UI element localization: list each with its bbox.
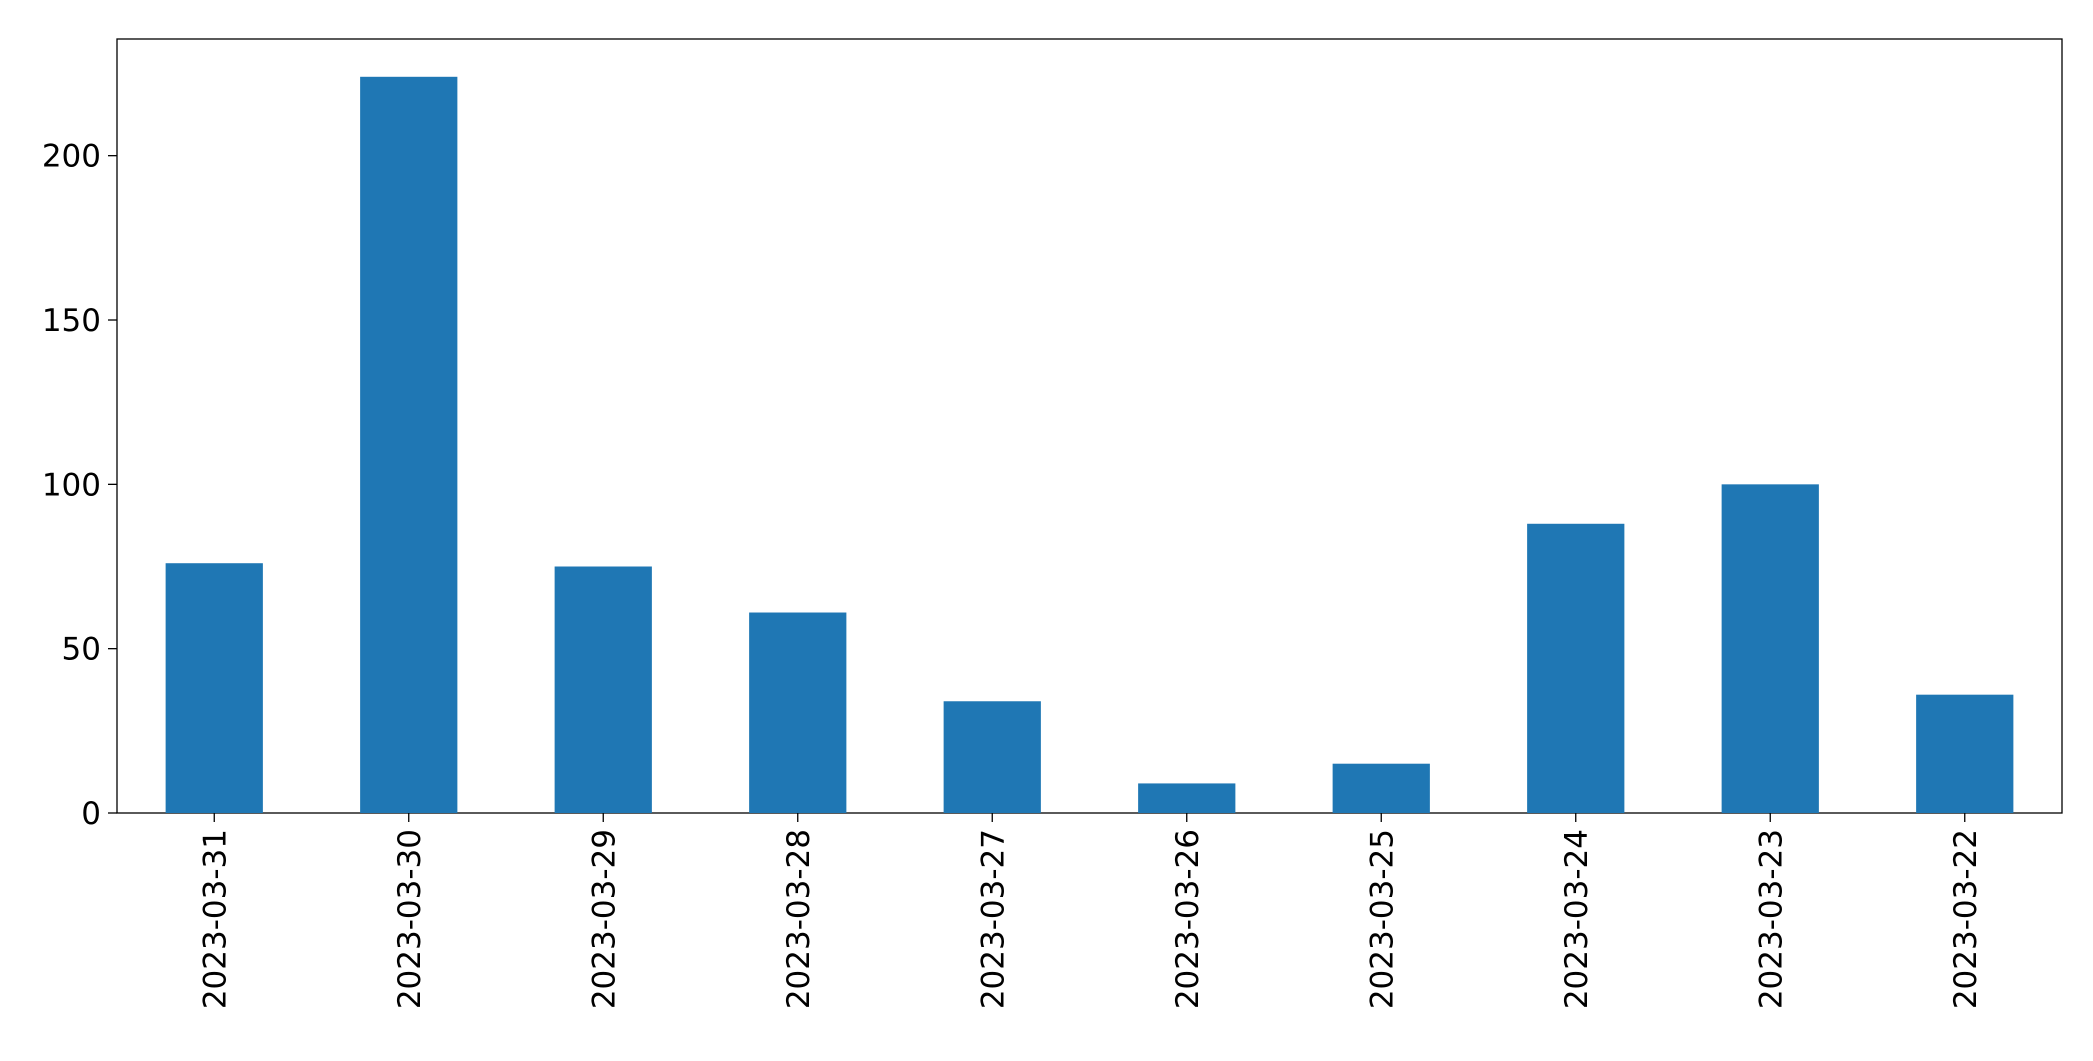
x-tick-label: 2023-03-24 [1559, 829, 1595, 1009]
bar [554, 566, 652, 813]
y-tick-label: 150 [42, 303, 101, 339]
y-tick-label: 100 [42, 467, 101, 503]
x-tick-label: 2023-03-30 [392, 829, 428, 1009]
x-tick-label: 2023-03-25 [1364, 829, 1400, 1009]
x-tick-label: 2023-03-27 [975, 829, 1011, 1009]
x-tick-label: 2023-03-22 [1948, 829, 1984, 1009]
y-tick-label: 50 [62, 632, 101, 668]
bar [165, 563, 263, 813]
x-tick-label: 2023-03-23 [1753, 829, 1789, 1009]
x-tick-label: 2023-03-28 [781, 829, 817, 1009]
y-tick-label: 200 [42, 139, 101, 175]
bar [1527, 523, 1625, 813]
bar [360, 76, 458, 813]
bar [1721, 484, 1819, 813]
bar [749, 612, 847, 813]
bar [1138, 783, 1236, 813]
bar [1916, 694, 2014, 813]
x-tick-label: 2023-03-26 [1170, 829, 1206, 1009]
x-tick-label: 2023-03-29 [586, 829, 622, 1009]
x-tick-label: 2023-03-31 [197, 829, 233, 1009]
bar [1332, 763, 1430, 813]
bar [943, 701, 1041, 813]
plot-frame [116, 38, 2063, 814]
y-tick-label: 0 [81, 796, 101, 832]
